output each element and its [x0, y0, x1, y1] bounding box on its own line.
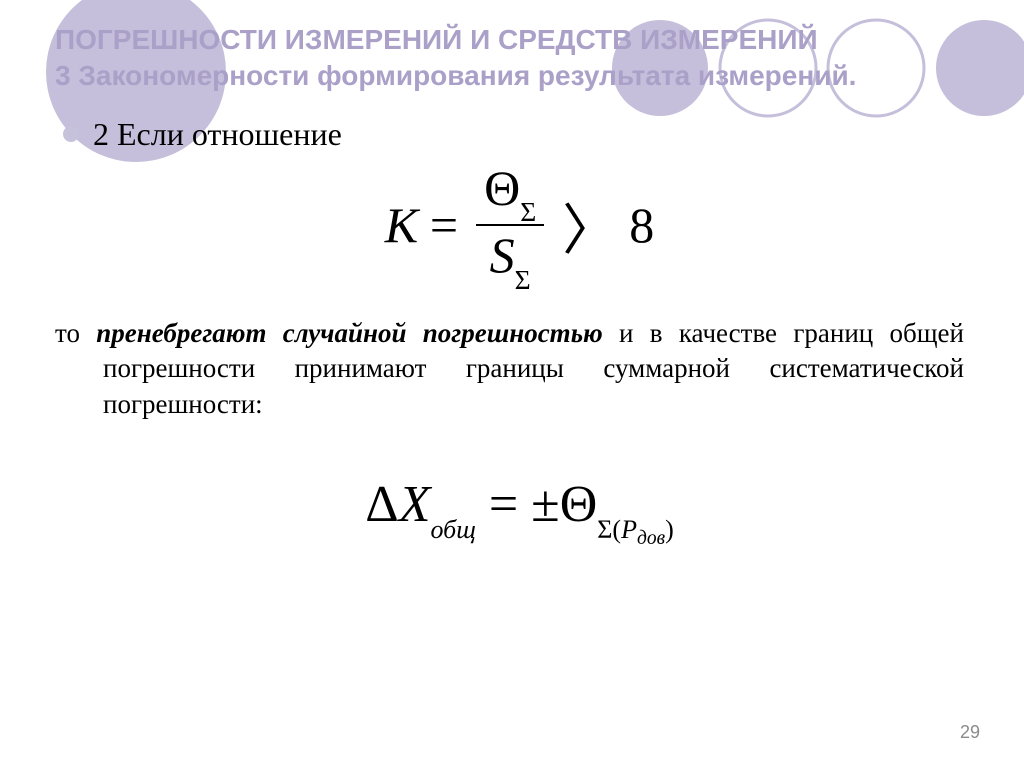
f1-lhs: К [385, 196, 418, 254]
f2-theta: Θ [560, 476, 598, 533]
f1-num: ΘΣ [476, 163, 544, 221]
body-t1: то [55, 318, 96, 348]
f2-theta-sub: Σ(Рдов) [597, 515, 673, 544]
f1-eq: = [430, 196, 458, 254]
f1-den: SΣ [482, 230, 539, 288]
f2-X: X [399, 476, 431, 533]
formula-k-ratio: К = ΘΣ SΣ 〉8 [55, 163, 984, 288]
bullet-icon [63, 126, 79, 142]
body-paragraph: то пренебрегают случайной погрешностью и… [55, 316, 964, 423]
f2-delta: Δ [365, 476, 398, 533]
page-number: 29 [960, 722, 980, 743]
bullet-text: 2 Если отношение [93, 116, 342, 153]
title-line2: 3 Закономерности формирования результата… [55, 60, 856, 91]
f1-fraction: ΘΣ SΣ [476, 163, 544, 288]
f2-eq: = ± [476, 476, 560, 533]
bullet-item: 2 Если отношение [63, 116, 984, 153]
f2-Xsub: общ [430, 515, 475, 544]
formula-delta-x: ΔXобщ = ±ΘΣ(Рдов) [55, 475, 984, 545]
body-em: пренебрегают случайной погрешностью [96, 318, 603, 348]
slide-content: ПОГРЕШНОСТИ ИЗМЕРЕНИЙ И СРЕДСТВ ИЗМЕРЕНИ… [0, 0, 1024, 544]
slide-title: ПОГРЕШНОСТИ ИЗМЕРЕНИЙ И СРЕДСТВ ИЗМЕРЕНИ… [55, 22, 984, 94]
title-line1: ПОГРЕШНОСТИ ИЗМЕРЕНИЙ И СРЕДСТВ ИЗМЕРЕНИ… [55, 24, 818, 55]
f1-rel: 〉 [562, 185, 617, 265]
f1-rhs: 8 [629, 196, 654, 254]
